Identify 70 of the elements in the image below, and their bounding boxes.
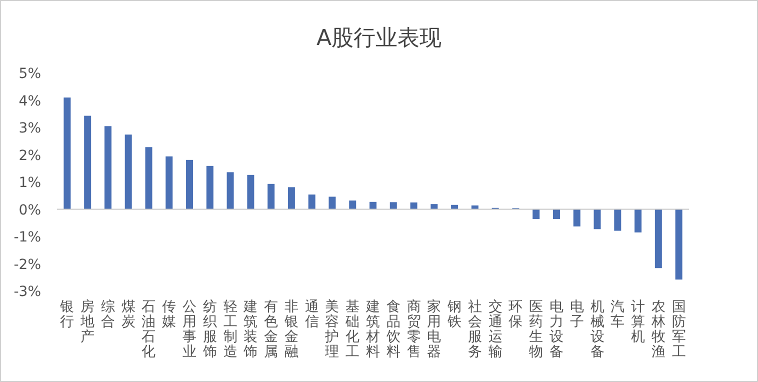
x-tick-label: 石油石化 xyxy=(141,299,156,360)
y-tick-label: 2% xyxy=(18,148,41,164)
x-tick-label: 环保 xyxy=(508,299,524,330)
bar xyxy=(206,166,214,210)
x-tick-label: 家用电器 xyxy=(426,299,442,360)
x-tick-label: 美容护理 xyxy=(324,299,340,360)
y-tick-label: -3% xyxy=(14,284,41,300)
bar xyxy=(124,134,132,210)
y-tick-label: 3% xyxy=(18,120,41,136)
x-tick-label: 基础化工 xyxy=(345,299,360,360)
x-tick-label: 计算机 xyxy=(630,299,646,345)
bar xyxy=(288,187,295,210)
x-tick-label: 轻工制造 xyxy=(222,299,238,360)
bar xyxy=(349,200,356,210)
y-tick-label: 4% xyxy=(18,93,41,110)
bar xyxy=(370,202,376,210)
x-tick-label: 交通运输 xyxy=(488,299,503,360)
x-tick-label: 钢铁 xyxy=(447,299,462,330)
x-tick-label: 农林牧渔 xyxy=(650,299,666,360)
bar xyxy=(145,147,152,210)
x-tick-label: 非银金融 xyxy=(284,299,299,360)
x-tick-label: 建筑材料 xyxy=(366,299,380,360)
bar xyxy=(104,126,112,210)
x-tick-label: 汽车 xyxy=(610,299,626,330)
x-tick-label: 煤炭 xyxy=(120,299,136,330)
bar xyxy=(390,202,397,210)
x-tick-label: 公用事业 xyxy=(182,299,198,360)
bar xyxy=(247,174,254,210)
bar xyxy=(675,209,682,280)
x-tick-label: 银行 xyxy=(60,299,75,330)
bar xyxy=(430,204,438,210)
x-tick-label: 通信 xyxy=(304,299,320,330)
bar xyxy=(573,209,580,226)
bar xyxy=(552,209,560,220)
y-tick-label: 0% xyxy=(18,202,41,218)
bar xyxy=(471,205,478,210)
x-tick-label: 房地产 xyxy=(80,299,96,345)
x-tick-label: 电子 xyxy=(569,299,584,330)
y-tick-label: 5% xyxy=(18,66,41,82)
bar xyxy=(166,156,173,210)
bar xyxy=(634,209,642,232)
y-tick-label: -2% xyxy=(14,256,41,273)
x-tick-label: 机械设备 xyxy=(590,299,605,360)
bar xyxy=(186,160,194,210)
bar xyxy=(410,202,418,210)
bar xyxy=(614,209,622,231)
x-tick-label: 传媒 xyxy=(162,299,177,330)
x-tick-label: 电力设备 xyxy=(548,299,564,360)
x-tick-label: 建筑装饰 xyxy=(243,299,258,360)
x-tick-label: 综合 xyxy=(100,299,116,330)
bar xyxy=(328,196,336,210)
x-tick-label: 社会服务 xyxy=(467,299,482,360)
y-tick-label: 1% xyxy=(18,175,41,191)
bar xyxy=(268,184,275,210)
bar xyxy=(226,172,234,210)
bar xyxy=(84,116,92,210)
x-tick-label: 纺织服饰 xyxy=(202,299,218,360)
chart-title: A股行业表现 xyxy=(316,26,442,51)
bar xyxy=(594,209,601,230)
bar xyxy=(64,98,71,210)
x-tick-label: 国防军工 xyxy=(671,299,686,360)
y-tick-label: -1% xyxy=(14,230,41,246)
bar xyxy=(308,194,316,210)
x-tick-label: 食品饮料 xyxy=(386,299,401,360)
bar xyxy=(532,209,540,220)
bar xyxy=(654,209,662,268)
bar xyxy=(451,204,458,210)
x-tick-label: 有色金属 xyxy=(264,299,279,360)
x-tick-label: 医药生物 xyxy=(528,299,544,360)
x-tick-label: 商贸零售 xyxy=(406,299,422,360)
